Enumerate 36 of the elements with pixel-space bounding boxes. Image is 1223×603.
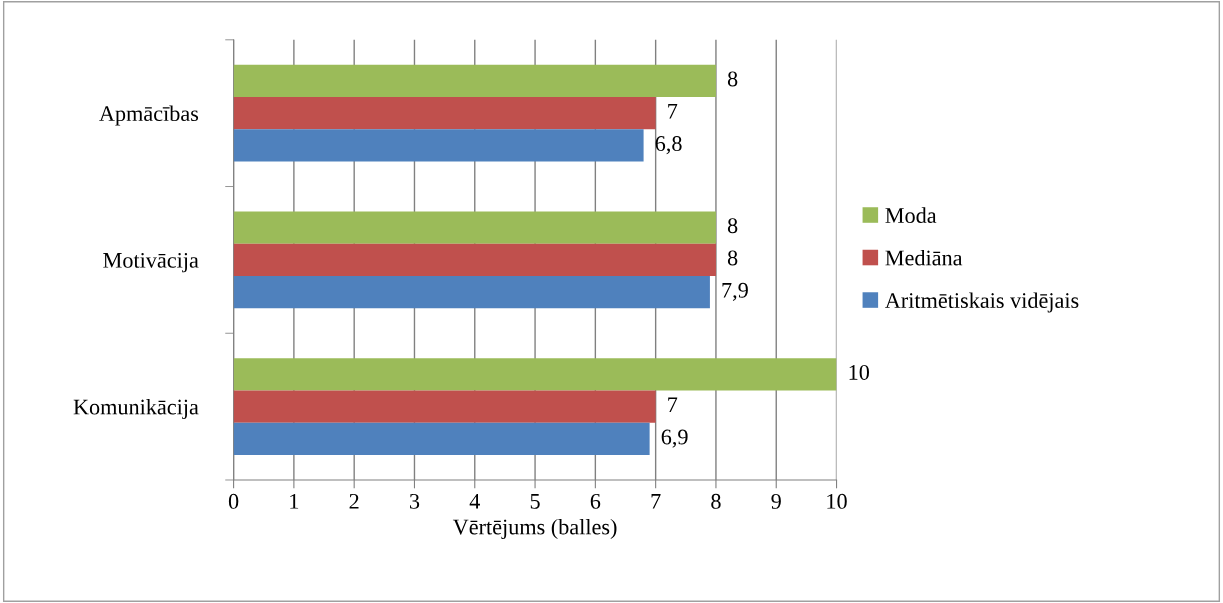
y-tick-label: Apmācības [99, 105, 199, 126]
bar [233, 129, 644, 162]
x-tick-label: 2 [349, 493, 359, 509]
x-axis-title: Vērtējums (balles) [452, 518, 617, 540]
bar [233, 390, 656, 423]
x-tick-label: 5 [530, 494, 540, 509]
data-label: 6,9 [661, 429, 688, 448]
bar [233, 211, 716, 244]
data-label: 8 [727, 250, 738, 266]
y-tick-label: Motivācija [103, 252, 199, 273]
bar [233, 276, 710, 309]
bar [233, 97, 656, 130]
bar [233, 358, 837, 391]
data-label: 10 [849, 364, 870, 380]
x-tick-label: 4 [469, 493, 480, 509]
x-tick-label: 1 [290, 493, 299, 509]
legend-label: Aritmētiskais vidējais [885, 292, 1079, 313]
x-tick-label: 7 [651, 494, 661, 509]
data-label: 8 [727, 71, 738, 87]
legend-label: Mediāna [885, 249, 963, 266]
data-label: 7 [668, 103, 678, 119]
bar [233, 64, 716, 98]
bar [233, 422, 650, 456]
data-label: 6,8 [655, 136, 682, 155]
x-tick-label: 8 [711, 493, 721, 509]
x-tick-label: 9 [771, 493, 781, 509]
legend-label: Moda [885, 207, 937, 224]
data-label: 7 [668, 397, 678, 412]
x-tick-label: 6 [590, 493, 601, 509]
x-tick-label: 3 [409, 493, 420, 509]
bar [233, 243, 716, 277]
data-label: 7,9 [722, 282, 748, 301]
x-tick-label: 0 [228, 493, 239, 509]
data-label: 8 [727, 218, 738, 234]
x-tick-label: 10 [827, 493, 847, 509]
y-tick-label: Komunikācija [73, 398, 199, 420]
